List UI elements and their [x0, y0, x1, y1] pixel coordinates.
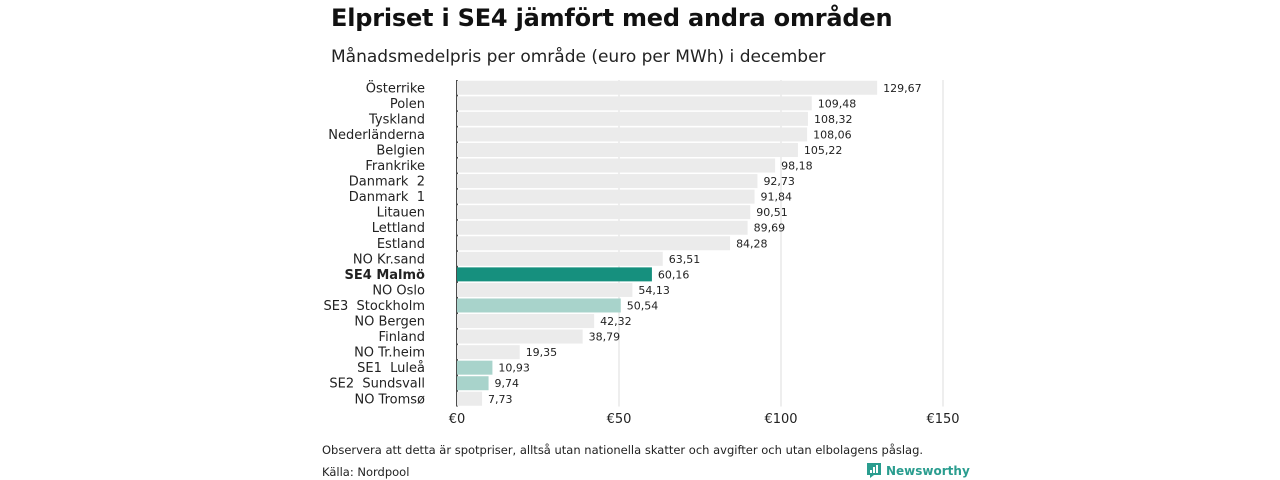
footnote: Observera att detta är spotpriser, allts… [322, 443, 924, 457]
bar-chart: ÖsterrikePolenTysklandNederländernaBelgi… [324, 79, 960, 427]
data-label: 105,22 [804, 144, 843, 157]
source-text: Källa: Nordpool [322, 465, 410, 479]
category-label: NO Tr.heim [354, 346, 425, 361]
bar [457, 111, 808, 126]
bars [457, 80, 878, 406]
data-label: 54,13 [638, 284, 670, 297]
brand-logo[interactable]: Newsworthy [866, 462, 970, 479]
data-label: 90,51 [756, 206, 788, 219]
category-label: SE4 Malmö [345, 268, 426, 283]
category-label: Nederländerna [328, 128, 425, 143]
bar [457, 174, 758, 189]
category-label: NO Tromsø [354, 392, 425, 407]
category-label: Estland [377, 237, 425, 252]
data-label: 50,54 [627, 299, 659, 312]
category-label: NO Bergen [354, 315, 425, 330]
category-label: SE3 Stockholm [324, 299, 425, 314]
data-label: 7,73 [488, 393, 512, 406]
bar [457, 142, 798, 157]
category-label: SE1 Luleå [357, 361, 425, 376]
bar [457, 329, 583, 344]
bar [457, 298, 621, 313]
data-label: 63,51 [669, 253, 701, 266]
category-label: Tyskland [368, 112, 425, 127]
data-label: 10,93 [498, 362, 530, 375]
bar [457, 127, 808, 142]
bar [457, 391, 483, 406]
x-axis-ticks: €0 €50 €100 €150 [449, 412, 960, 427]
bar [457, 80, 878, 95]
bar [457, 267, 652, 282]
data-label: 9,74 [495, 377, 520, 390]
bar [457, 189, 755, 204]
category-label: SE2 Sundsvall [329, 377, 425, 392]
chart-subtitle: Månadsmedelpris per område (euro per MWh… [331, 47, 826, 67]
brand-name: Newsworthy [886, 463, 970, 478]
bar [457, 220, 748, 235]
data-label: 108,32 [814, 113, 853, 126]
bar [457, 205, 751, 220]
bar [457, 96, 812, 111]
chart-title: Elpriset i SE4 jämfört med andra områden [331, 4, 893, 32]
category-label: Danmark 1 [349, 190, 425, 205]
data-label: 89,69 [754, 222, 786, 235]
x-tick-label: €150 [926, 412, 959, 427]
data-label: 84,28 [736, 237, 768, 250]
data-label: 38,79 [589, 331, 621, 344]
newsworthy-logo-icon [867, 463, 881, 478]
bar [457, 376, 489, 391]
category-label: Polen [390, 97, 425, 112]
data-label: 91,84 [761, 191, 793, 204]
category-label: Finland [379, 330, 425, 345]
bar [457, 314, 595, 329]
data-label: 108,06 [813, 128, 852, 141]
data-label: 92,73 [763, 175, 795, 188]
category-label: Danmark 2 [349, 175, 425, 190]
category-label: Lettland [372, 221, 425, 236]
value-labels: 129,67 109,48 108,32 108,06 105,22 98,18 92,73… [488, 82, 922, 406]
data-label: 60,16 [658, 268, 690, 281]
category-label: NO Oslo [372, 283, 425, 298]
data-label: 98,18 [781, 160, 813, 173]
bar [457, 282, 633, 297]
data-label: 129,67 [883, 82, 922, 95]
x-tick-label: €50 [607, 412, 632, 427]
bar [457, 251, 663, 266]
bar [457, 236, 731, 251]
x-tick-label: €100 [764, 412, 797, 427]
data-label: 19,35 [526, 346, 558, 359]
bar [457, 158, 776, 173]
bar [457, 360, 493, 375]
category-label: Litauen [377, 206, 425, 221]
data-label: 109,48 [818, 97, 857, 110]
bar [457, 345, 520, 360]
data-label: 42,32 [600, 315, 632, 328]
category-label: Österrike [366, 79, 425, 96]
category-label: Belgien [376, 143, 425, 158]
x-tick-label: €0 [449, 412, 466, 427]
category-labels: ÖsterrikePolenTysklandNederländernaBelgi… [324, 79, 426, 407]
category-label: Frankrike [365, 159, 425, 174]
category-label: NO Kr.sand [353, 252, 425, 267]
